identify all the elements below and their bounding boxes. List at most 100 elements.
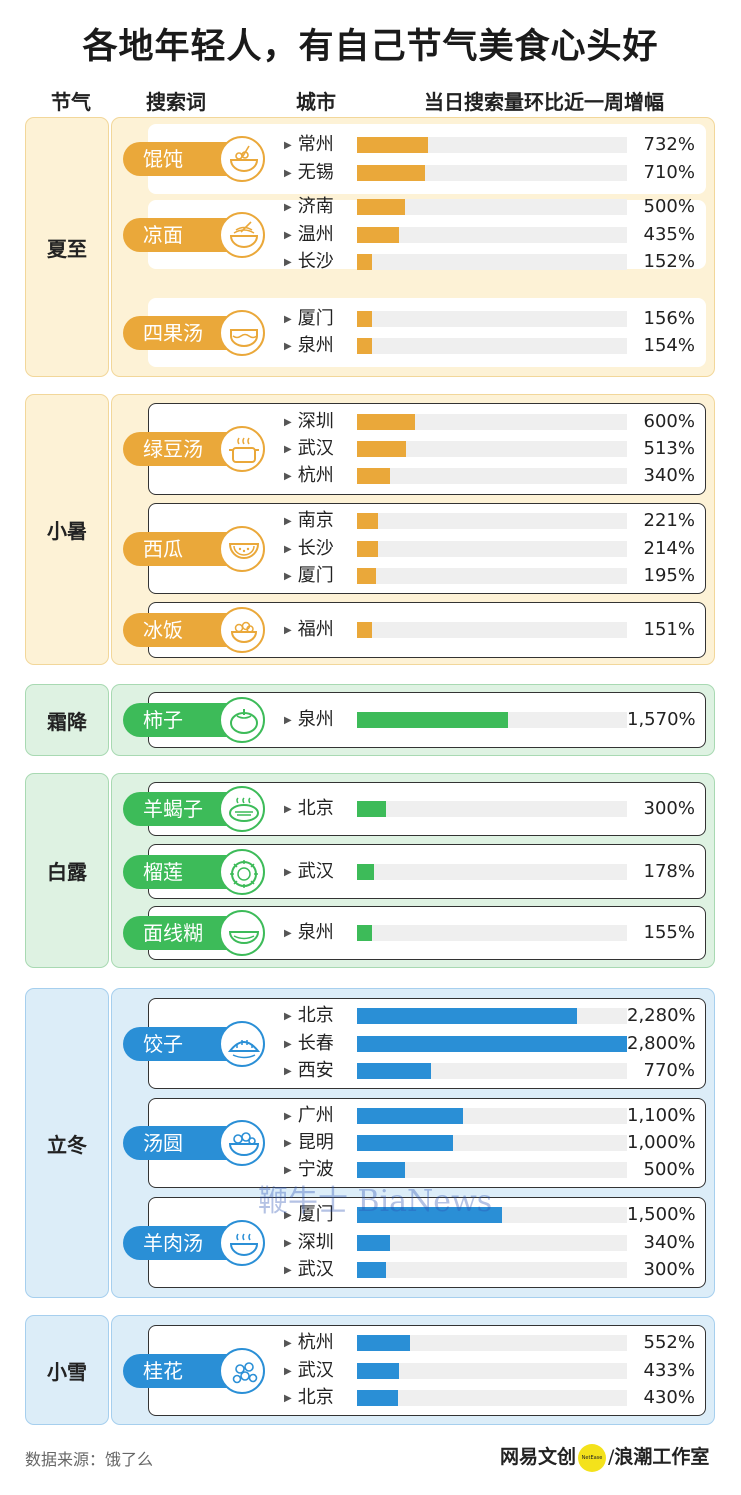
bar [357, 1362, 399, 1379]
city-name: 北京 [297, 1386, 334, 1408]
city-name: 杭州 [297, 1332, 334, 1354]
city-name: 深圳 [297, 410, 334, 432]
bar [357, 925, 372, 941]
bullet-triangle-icon: ▶ [284, 1138, 292, 1149]
bar-track [357, 441, 627, 457]
value-label: 155% [643, 922, 695, 943]
city-label: ▶ 昆明 [284, 1131, 334, 1155]
city-name: 厦门 [297, 1204, 334, 1226]
bullet-triangle-icon: ▶ [284, 1165, 292, 1177]
bar-track [357, 310, 627, 327]
city-name: 长春 [297, 1032, 334, 1054]
solar-term-label: 白露 [25, 773, 109, 968]
durian-icon [219, 848, 265, 895]
city-label: ▶ 北京 [284, 1386, 334, 1410]
bar-track [357, 540, 627, 557]
bullet-triangle-icon: ▶ [284, 167, 292, 179]
bullet-triangle-icon: ▶ [284, 1237, 292, 1249]
bullet-triangle-icon: ▶ [284, 1011, 292, 1023]
persimmon-icon [219, 697, 265, 743]
city-name: 深圳 [297, 1231, 334, 1253]
bullet-triangle-icon: ▶ [284, 229, 292, 241]
bullet-triangle-icon: ▶ [284, 928, 292, 939]
value-label: 1,000% [627, 1132, 696, 1153]
netease-badge-icon: NetEase [578, 1443, 607, 1472]
bar-track [357, 226, 627, 243]
value-label: 732% [643, 134, 695, 156]
bar-track [357, 164, 627, 181]
bar [357, 1234, 390, 1251]
city-label: ▶ 武汉 [284, 437, 334, 461]
bar [357, 253, 372, 270]
bullet-triangle-icon: ▶ [284, 715, 292, 726]
city-label: ▶ 西安 [284, 1059, 334, 1083]
bar [357, 1261, 386, 1278]
city-label: ▶ 厦门 [284, 1203, 334, 1227]
value-label: 340% [643, 465, 695, 487]
bullet-triangle-icon: ▶ [284, 1210, 292, 1222]
bar-track [357, 863, 627, 880]
city-name: 济南 [297, 196, 334, 218]
header-city: 城市 [296, 90, 336, 114]
value-label: 770% [643, 1059, 695, 1081]
bar-track [357, 622, 627, 638]
bullet-triangle-icon: ▶ [284, 570, 292, 582]
bar [357, 622, 372, 638]
city-name: 泉州 [297, 335, 334, 357]
city-name: 长沙 [297, 537, 334, 559]
brand-studio: 浪潮工作室 [614, 1446, 710, 1468]
city-label: ▶ 长沙 [284, 537, 334, 561]
bar [357, 1335, 411, 1352]
city-name: 武汉 [297, 438, 334, 459]
city-name: 无锡 [297, 161, 334, 183]
city-name: 南京 [297, 510, 334, 532]
bullet-triangle-icon: ▶ [284, 1264, 292, 1276]
bar [357, 1135, 454, 1151]
bar [357, 1107, 464, 1124]
value-label: 154% [643, 335, 695, 357]
city-label: ▶ 杭州 [284, 464, 334, 488]
city-name: 武汉 [297, 860, 334, 882]
city-label: ▶ 南京 [284, 509, 334, 533]
bar [357, 226, 399, 243]
bar [357, 540, 378, 557]
bar [357, 1162, 406, 1179]
city-label: ▶ 北京 [284, 797, 334, 821]
bar-track [357, 1035, 627, 1052]
city-label: ▶ 长沙 [284, 250, 334, 274]
value-label: 195% [643, 564, 695, 586]
fruit-soup-bowl-icon [219, 309, 265, 356]
city-label: ▶ 厦门 [284, 564, 334, 588]
bullet-triangle-icon: ▶ [284, 1338, 292, 1350]
bar [357, 338, 372, 355]
noodle-paste-bowl-icon [219, 910, 265, 956]
city-name: 武汉 [297, 1258, 334, 1280]
bullet-triangle-icon: ▶ [284, 804, 292, 815]
brand-logo: 网易文创 NetEase/浪潮工作室 [500, 1442, 709, 1472]
city-label: ▶ 福州 [284, 618, 334, 642]
header-growth: 当日搜索量环比近一周增幅 [424, 90, 664, 114]
bar-track [357, 468, 627, 485]
city-label: ▶ 泉州 [284, 334, 334, 358]
bar-track [357, 1234, 627, 1251]
bar-track [357, 338, 627, 355]
city-label: ▶ 宁波 [284, 1158, 334, 1182]
value-label: 513% [643, 438, 695, 459]
bar [357, 1062, 432, 1079]
bar-track [357, 1008, 627, 1025]
city-name: 厦门 [297, 307, 334, 329]
bar [357, 468, 390, 485]
city-name: 北京 [297, 798, 334, 819]
city-label: ▶ 温州 [284, 223, 334, 247]
lamb-spine-pot-icon [219, 786, 265, 832]
value-label: 340% [643, 1231, 695, 1253]
bullet-triangle-icon: ▶ [284, 1110, 292, 1122]
bar-track [357, 1207, 627, 1224]
header-search-term: 搜索词 [146, 90, 206, 114]
bar-track [357, 567, 627, 584]
value-label: 710% [643, 161, 695, 183]
city-name: 福州 [297, 619, 334, 640]
brand-separator: / [608, 1446, 615, 1468]
value-label: 1,570% [627, 709, 696, 730]
value-label: 435% [643, 223, 695, 245]
